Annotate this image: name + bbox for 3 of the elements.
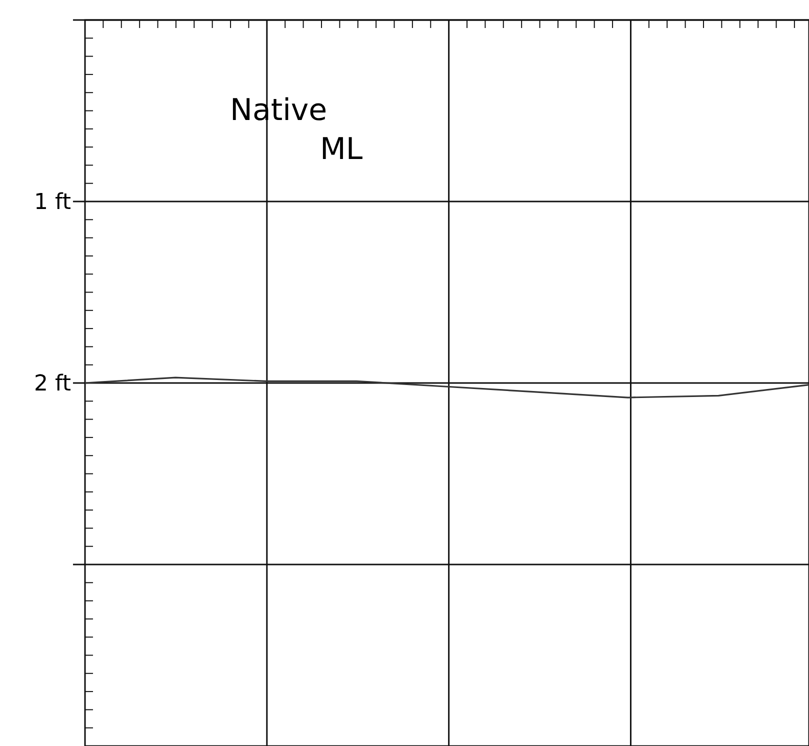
y-tick-label: 2 ft — [34, 372, 72, 397]
line-series — [84, 376, 809, 398]
y-tick-label: 1 ft — [34, 190, 72, 216]
